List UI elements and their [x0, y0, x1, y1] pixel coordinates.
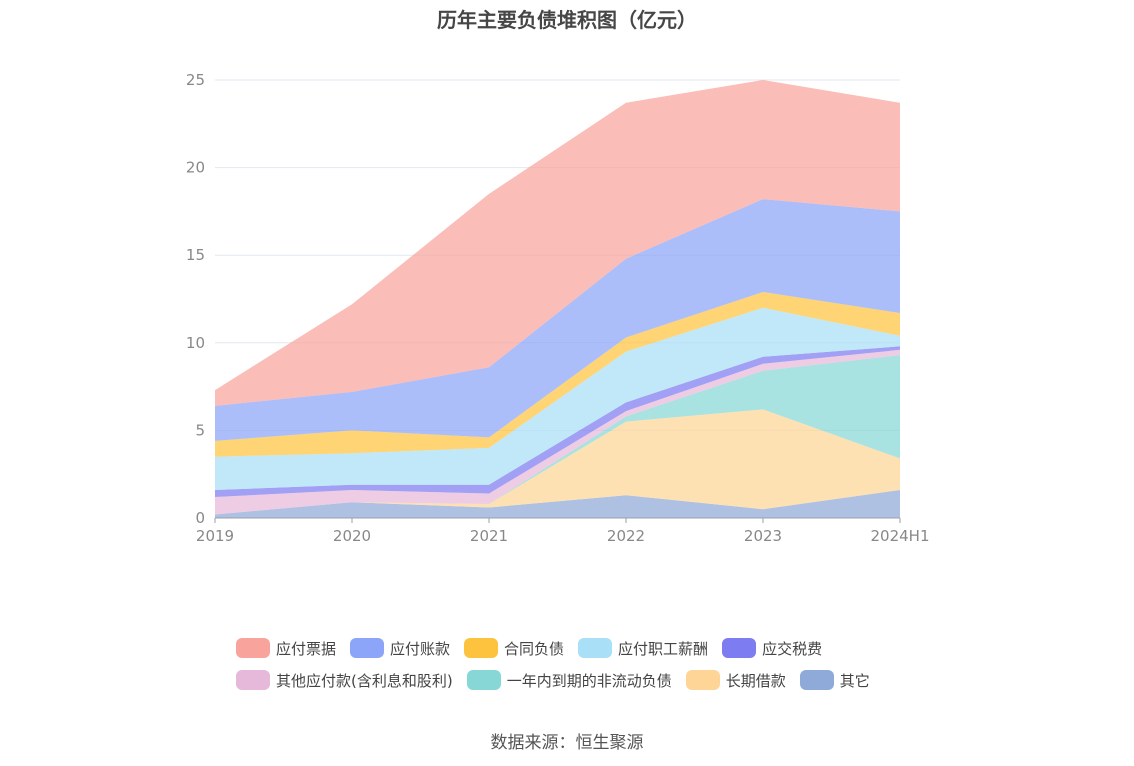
legend-label: 其他应付款(含利息和股利) — [276, 671, 453, 690]
area-series-8 — [215, 80, 900, 406]
area-series-2 — [215, 355, 900, 515]
legend: 应付票据 应付账款 合同负债 应付职工薪酬 应交税费 其他应付款(含利息和股利) 一年内到… — [236, 632, 936, 696]
y-tick-label: 5 — [195, 421, 205, 439]
legend-swatch — [350, 638, 385, 658]
legend-label: 应付票据 — [276, 639, 337, 658]
legend-swatch — [236, 638, 270, 658]
legend-item[interactable]: 其它 — [799, 670, 870, 691]
x-tick-label: 2024H1 — [871, 527, 930, 545]
legend-swatch — [685, 670, 720, 690]
y-tick-label: 25 — [186, 71, 205, 89]
legend-swatch — [722, 638, 757, 658]
legend-item[interactable]: 合同负债 — [464, 638, 564, 659]
legend-row-2: 其他应付款(含利息和股利) 一年内到期的非流动负债 长期借款 其它 — [236, 664, 936, 696]
area-series-6 — [215, 292, 900, 457]
legend-swatch — [799, 670, 834, 690]
legend-label: 其它 — [839, 671, 870, 690]
legend-swatch — [578, 638, 613, 658]
legend-item[interactable]: 应付职工薪酬 — [578, 638, 708, 659]
y-tick-label: 10 — [186, 334, 205, 352]
x-tick-label: 2022 — [607, 527, 645, 545]
x-tick-label: 2023 — [744, 527, 782, 545]
legend-swatch — [464, 638, 499, 658]
legend-label: 应付职工薪酬 — [618, 639, 709, 658]
legend-item[interactable]: 应付账款 — [350, 638, 450, 659]
y-tick-label: 15 — [186, 246, 205, 264]
legend-label: 长期借款 — [725, 671, 786, 690]
area-series-7 — [215, 199, 900, 441]
axis-layer: 0 5 10 15 20 25 2019 2020 2021 2022 2023 2024H1 — [186, 71, 930, 545]
legend-label: 一年内到期的非流动负债 — [506, 671, 672, 690]
x-tick-label: 2019 — [196, 527, 234, 545]
legend-item[interactable]: 长期借款 — [685, 670, 786, 691]
data-source: 数据来源：恒生聚源 — [490, 733, 644, 753]
legend-label: 应交税费 — [762, 639, 823, 658]
area-series-1 — [215, 409, 900, 515]
y-tick-label: 20 — [186, 159, 205, 177]
area-series-0 — [215, 490, 900, 518]
chart-title: 历年主要负债堆积图（亿元） — [437, 8, 697, 32]
area-series-3 — [215, 349, 900, 515]
legend-label: 应付账款 — [390, 639, 451, 658]
area-layer — [215, 80, 900, 518]
legend-swatch — [466, 670, 501, 690]
x-tick-label: 2021 — [470, 527, 508, 545]
legend-label: 合同负债 — [504, 639, 565, 658]
y-tick-label: 0 — [195, 509, 205, 527]
legend-item[interactable]: 应付票据 — [236, 638, 336, 659]
legend-item[interactable]: 其他应付款(含利息和股利) — [236, 670, 453, 691]
legend-row-1: 应付票据 应付账款 合同负债 应付职工薪酬 应交税费 — [236, 632, 936, 664]
area-series-5 — [215, 307, 900, 490]
legend-item[interactable]: 一年内到期的非流动负债 — [466, 670, 672, 691]
legend-item[interactable]: 应交税费 — [722, 638, 822, 659]
x-tick-label: 2020 — [333, 527, 371, 545]
legend-swatch — [236, 670, 270, 690]
stacked-area-chart: 0 5 10 15 20 25 2019 2020 2021 2022 2023 2024H1 — [186, 71, 930, 545]
